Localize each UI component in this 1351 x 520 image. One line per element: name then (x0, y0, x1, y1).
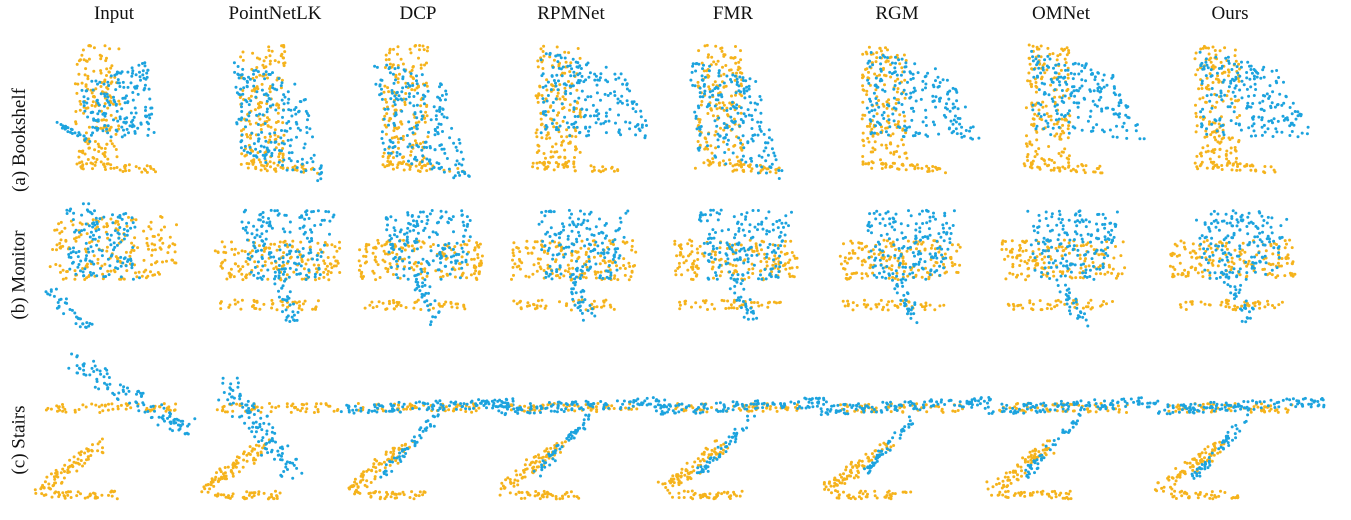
column-header-dcp: DCP (399, 3, 437, 24)
point-cloud-cell (983, 396, 1160, 501)
point-cloud-cell (213, 208, 342, 323)
point-cloud-cell (510, 208, 638, 322)
column-header-omnet: OMNet (1031, 3, 1091, 24)
point-cloud-cell (200, 376, 340, 501)
column-header-rgm: RGM (875, 3, 919, 24)
point-cloud-cell (689, 43, 784, 180)
point-cloud-cell (1022, 43, 1146, 175)
point-cloud-cell (1000, 209, 1127, 328)
column-header-input: Input (93, 3, 135, 24)
point-cloud-cell (232, 44, 324, 183)
point-cloud-cell (373, 44, 471, 180)
point-cloud-cell (357, 209, 484, 327)
point-cloud-cell (491, 396, 667, 501)
point-cloud-cell (654, 396, 828, 501)
column-header-ours: Ours (1211, 3, 1249, 24)
point-cloud-cell (838, 208, 962, 325)
point-cloud-cell (55, 44, 157, 174)
point-cloud-cell (860, 45, 981, 175)
point-cloud-cell (33, 352, 197, 501)
point-cloud-cell (673, 208, 799, 321)
point-cloud-cell (819, 396, 992, 501)
point-cloud-cell (44, 202, 178, 329)
point-cloud-cell (339, 397, 515, 501)
point-cloud-cell (1153, 396, 1326, 501)
point-cloud-cell (1193, 44, 1310, 175)
column-header-pointnetlk: PointNetLK (228, 3, 322, 24)
point-cloud-cell (531, 44, 648, 174)
point-cloud-cell (1168, 209, 1297, 324)
column-header-fmr: FMR (712, 3, 754, 24)
column-header-rpmnet: RPMNet (537, 3, 605, 24)
